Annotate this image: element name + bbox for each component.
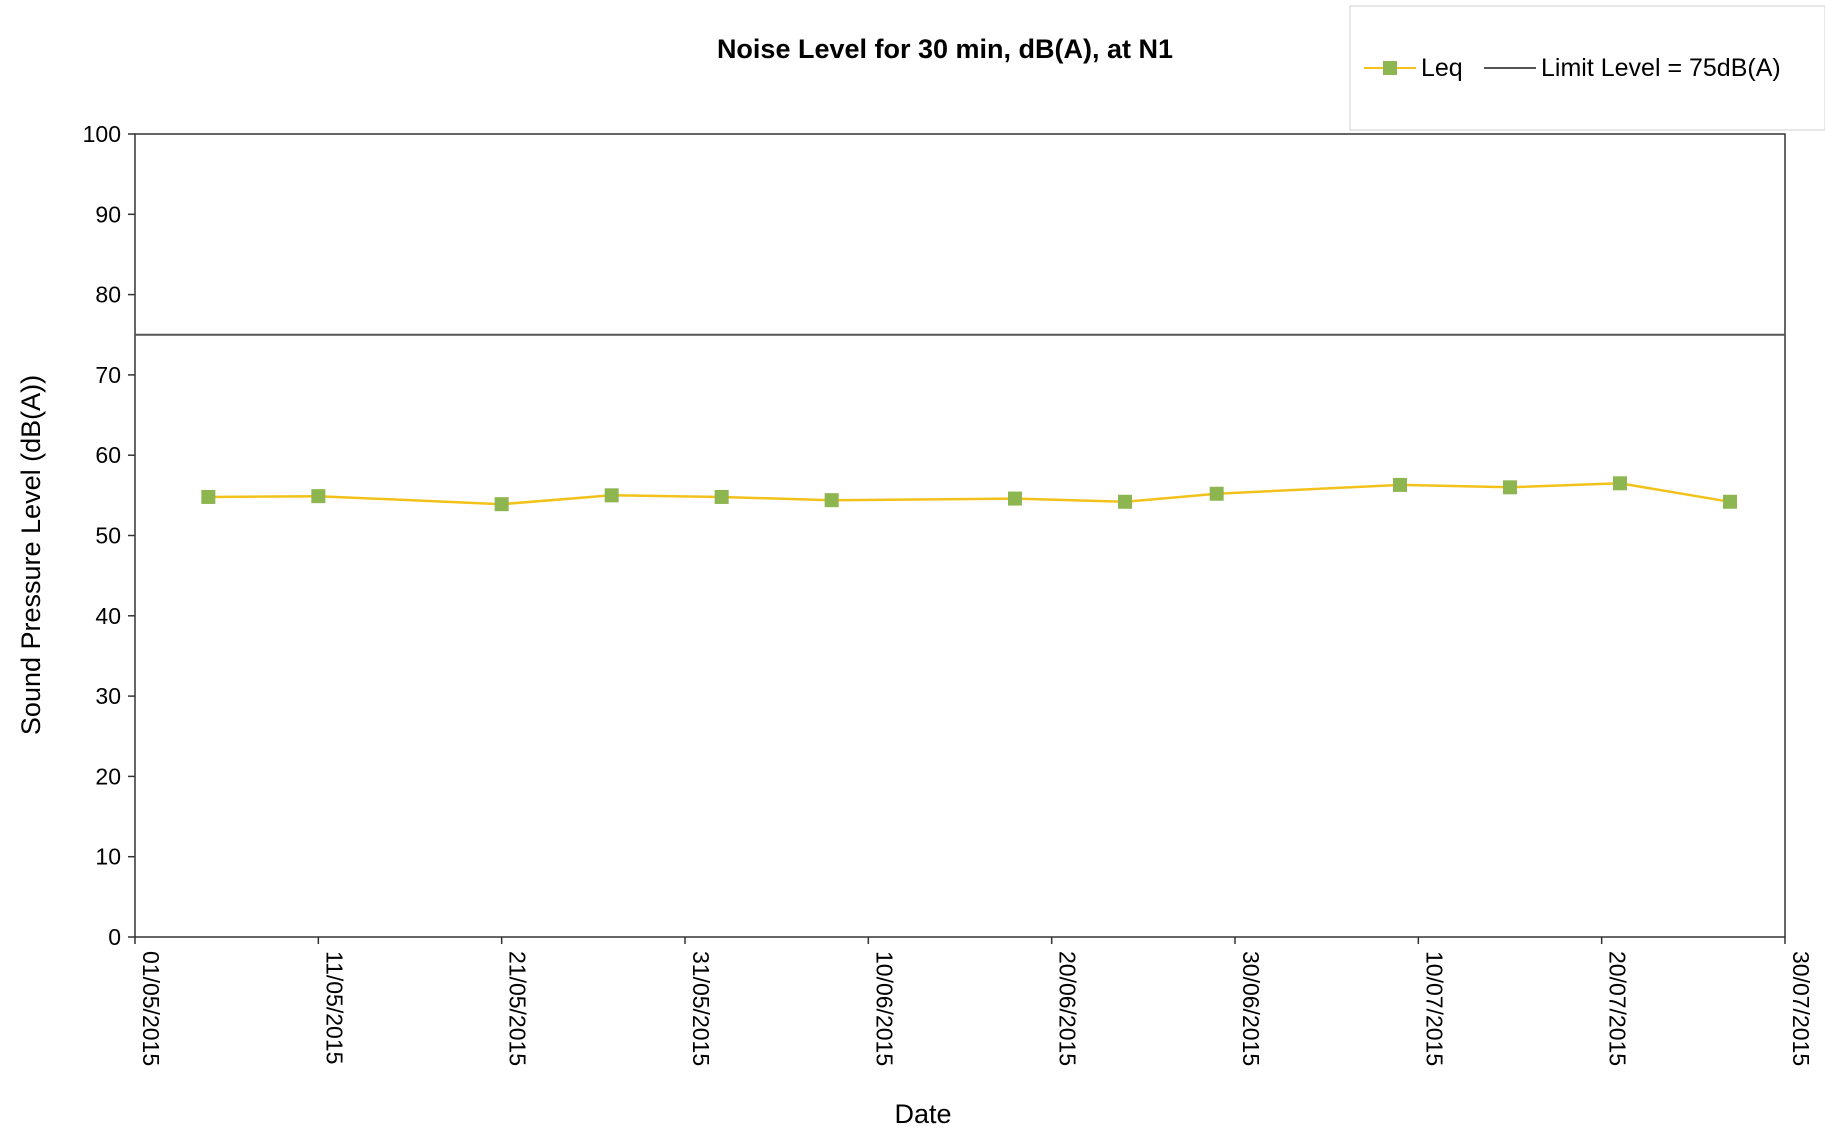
y-tick-label: 90 (95, 201, 121, 227)
leq-data-point (1118, 494, 1132, 509)
legend-leq-label: Leq (1421, 54, 1463, 82)
leq-data-point (1503, 480, 1517, 495)
x-axis-label: Date (894, 1099, 951, 1129)
plot-frame (134, 133, 1786, 938)
x-tick-label: 10/06/2015 (871, 951, 897, 1066)
y-tick-label: 80 (95, 282, 121, 308)
legend-leq-marker (1383, 61, 1397, 75)
y-tick-label: 40 (95, 603, 121, 629)
leq-data-point (1613, 476, 1627, 491)
y-tick-label: 30 (95, 683, 121, 709)
y-tick-label: 0 (108, 924, 121, 950)
leq-data-point (494, 497, 509, 512)
leq-data-point (714, 489, 729, 504)
y-tick-label: 50 (95, 523, 121, 549)
leq-data-point (604, 488, 619, 503)
leq-data-point (824, 493, 839, 508)
chart-title: Noise Level for 30 min, dB(A), at N1 (717, 34, 1173, 64)
y-tick-label: 10 (95, 844, 121, 870)
x-tick-label: 31/05/2015 (688, 951, 714, 1066)
leq-data-point (201, 489, 216, 504)
x-tick-label: 11/05/2015 (321, 951, 347, 1064)
leq-data-point (1008, 491, 1022, 506)
leq-data-point (311, 489, 326, 504)
leq-data-point (1723, 494, 1737, 509)
x-tick-label: 20/07/2015 (1605, 951, 1631, 1066)
legend-limit-label: Limit Level = 75dB(A) (1541, 54, 1781, 82)
x-tick-label: 20/06/2015 (1055, 951, 1081, 1066)
y-tick-label: 70 (95, 362, 121, 388)
x-tick-label: 30/07/2015 (1788, 951, 1814, 1066)
x-tick-label: 21/05/2015 (505, 951, 531, 1066)
leq-data-point (1393, 477, 1407, 492)
y-tick-label: 100 (83, 121, 121, 147)
plot-area: 0 10 20 30 40 50 60 70 80 90 100 01/05/2015 11/05/20… (83, 121, 1814, 1066)
x-tick-label: 10/07/2015 (1421, 951, 1447, 1066)
y-tick-label: 60 (95, 442, 121, 468)
y-tick-label: 20 (95, 763, 121, 789)
x-tick-label: 01/05/2015 (138, 951, 164, 1066)
y-axis-label: Sound Pressure Level (dB(A)) (16, 375, 46, 735)
x-tick-label: 30/06/2015 (1238, 951, 1264, 1066)
legend-frame (1349, 5, 1825, 131)
leq-data-point (1209, 486, 1224, 501)
legend: Leq Limit Level = 75dB(A) (1349, 5, 1825, 131)
